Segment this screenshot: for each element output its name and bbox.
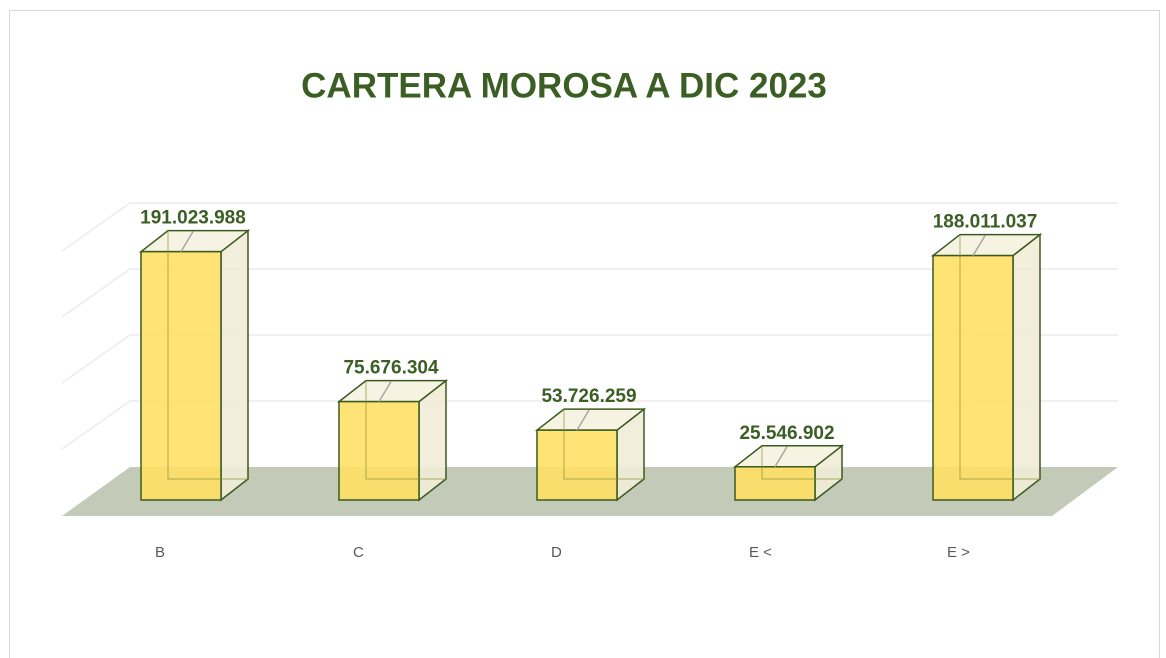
bar-side: [220, 229, 249, 502]
label-leader: [774, 446, 788, 468]
x-tick-label: E <: [749, 544, 772, 561]
bar-front: [536, 429, 618, 501]
bar-back-edge: [365, 380, 446, 480]
label-leader: [576, 409, 590, 431]
data-label: 191.023.988: [140, 208, 246, 229]
data-label: 25.546.902: [739, 423, 834, 444]
bar-back-edge: [761, 445, 842, 480]
bar-front: [734, 466, 816, 501]
bar-back-edge: [959, 234, 1040, 480]
x-tick-label: E >: [947, 544, 970, 561]
x-tick-label: C: [353, 544, 364, 561]
x-tick-label: B: [155, 544, 165, 561]
bar-side: [1012, 233, 1041, 502]
grid-line: [61, 202, 1118, 252]
data-label: 75.676.304: [343, 358, 439, 379]
bar-front: [932, 254, 1014, 501]
grid-line: [61, 334, 1118, 384]
x-tick-label: D: [551, 544, 562, 561]
data-label: 188.011.037: [933, 212, 1038, 233]
bar-back-edge: [167, 230, 248, 480]
grid-line: [61, 400, 1118, 450]
grid-line: [61, 268, 1118, 318]
data-label: 53.726.259: [541, 386, 636, 407]
bar-front: [140, 250, 222, 501]
chart-title: CARTERA MOROSA A DIC 2023: [301, 66, 827, 105]
bar-front: [338, 400, 420, 501]
label-leader: [378, 381, 392, 403]
bar-back-edge: [563, 409, 644, 480]
label-leader: [972, 235, 986, 256]
label-leader: [180, 231, 194, 253]
